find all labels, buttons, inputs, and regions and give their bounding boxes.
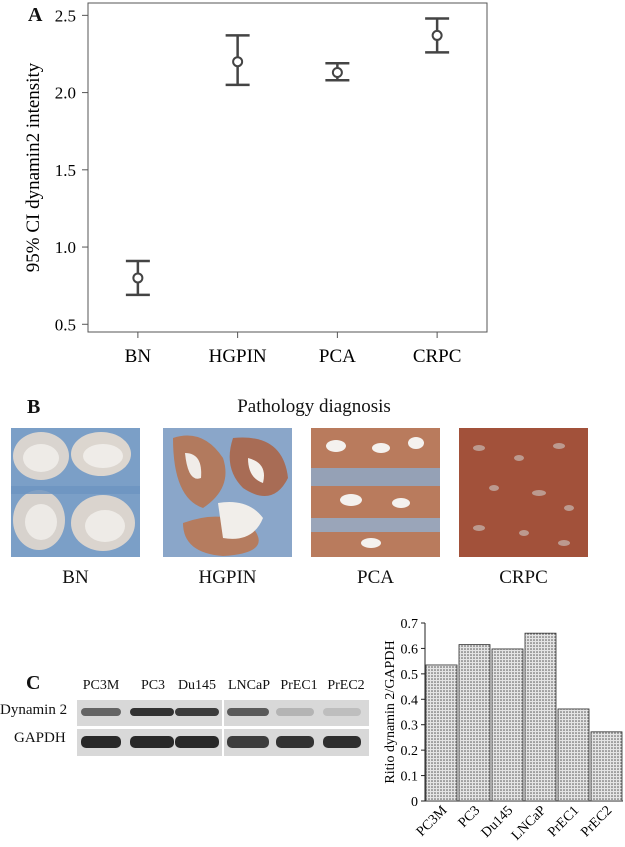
y-tick-label: 1.5 — [55, 161, 76, 180]
panel-label-c: C — [26, 672, 41, 694]
y-tick-label: 0.1 — [401, 770, 419, 785]
y-tick-label: 0.5 — [55, 315, 76, 334]
bar — [458, 644, 491, 802]
gapdh-band — [130, 736, 174, 748]
mean-marker — [331, 67, 343, 79]
histology-label-crpc: CRPC — [499, 567, 548, 588]
y-tick-label: 0.3 — [401, 719, 419, 734]
x-tick-label: CRPC — [413, 346, 462, 367]
histology-image-hgpin — [163, 428, 292, 557]
gapdh-band — [81, 736, 121, 748]
gapdh-band — [175, 736, 219, 748]
x-tick-label: PC3 — [456, 803, 484, 831]
dynamin-band — [276, 708, 314, 716]
mean-marker — [132, 272, 144, 284]
lane-label: PC3 — [140, 678, 166, 693]
x-tick-label: BN — [125, 346, 152, 367]
y-axis-label: Ritio dynamin 2/GAPDH — [383, 640, 398, 783]
y-axis-label: 95% CI dynamin2 intensity — [23, 62, 44, 272]
y-tick-label: 1.0 — [55, 238, 76, 257]
histology-label-pca: PCA — [357, 567, 394, 588]
blot-divider — [222, 700, 224, 756]
x-tick-label: PrEC1 — [545, 803, 582, 840]
plot-frame — [87, 2, 488, 333]
mean-marker — [232, 56, 244, 68]
gapdh-band — [323, 736, 361, 748]
y-tick-label: 2.0 — [55, 84, 76, 103]
lane-label: PrEC1 — [280, 678, 318, 693]
mean-marker — [431, 29, 443, 41]
dynamin-band — [323, 708, 361, 716]
dynamin-band — [130, 708, 174, 716]
dynamin-band — [175, 708, 219, 716]
row-label-dynamin: Dynamin 2 — [0, 702, 68, 718]
gapdh-band — [227, 736, 269, 748]
blot-bands — [81, 708, 361, 748]
errorbar-chart: 0.5 1.0 1.5 2.0 2.5 BN HGPIN PCA CRPC 95% CI dyna… — [23, 2, 488, 367]
y-tick-label: 0.2 — [401, 744, 419, 759]
histology-title: Pathology diagnosis — [237, 396, 391, 417]
panel-label-a: A — [28, 4, 43, 26]
y-tick-label: 0.5 — [401, 668, 419, 683]
histology-image-crpc — [459, 428, 588, 557]
dynamin-band — [227, 708, 269, 716]
row-label-gapdh: GAPDH — [14, 730, 66, 746]
y-tick-label: 0.6 — [401, 642, 419, 657]
panel-label-b: B — [27, 396, 41, 418]
bar — [557, 708, 590, 802]
lane-label: LNCaP — [228, 678, 270, 693]
bar — [524, 632, 557, 802]
x-tick-label: PrEC2 — [578, 803, 615, 840]
x-tick-label: PCA — [319, 346, 356, 367]
y-tick-label: 0 — [411, 795, 418, 810]
histology-label-hgpin: HGPIN — [198, 567, 257, 588]
x-tick-label: PC3M — [414, 803, 451, 840]
x-tick-label: LNCaP — [509, 803, 549, 843]
x-tick-label: HGPIN — [209, 346, 267, 367]
bar — [425, 664, 458, 802]
bar — [491, 648, 524, 802]
histology-label-bn: BN — [62, 567, 89, 588]
dynamin-band — [81, 708, 121, 716]
y-tick-label: 0.4 — [401, 693, 419, 708]
lane-label: Du145 — [177, 678, 217, 693]
lane-label: PrEC2 — [327, 678, 365, 693]
lane-label: PC3M — [82, 678, 120, 693]
y-tick-label: 0.7 — [401, 617, 419, 632]
gapdh-band — [276, 736, 314, 748]
histology-image-bn — [11, 428, 140, 557]
histology-image-pca — [311, 428, 440, 557]
bar — [590, 731, 623, 802]
y-tick-label: 2.5 — [55, 6, 76, 25]
